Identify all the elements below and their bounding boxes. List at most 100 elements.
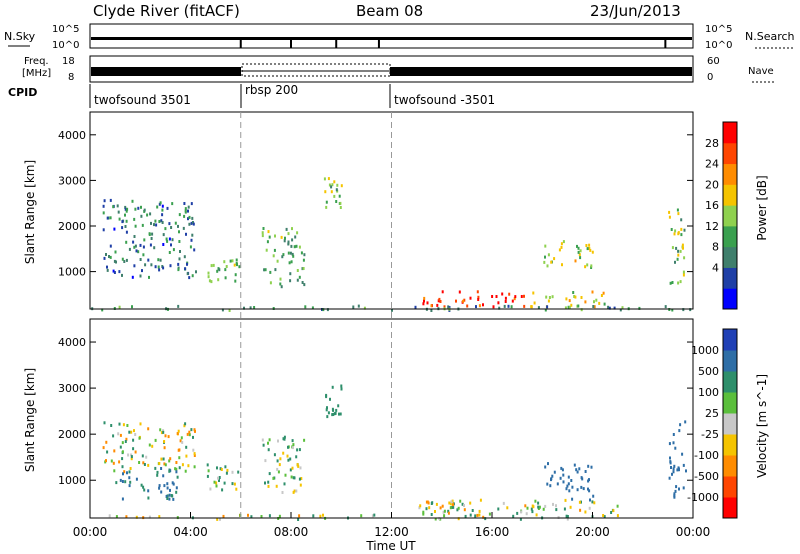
power-cell [477, 298, 480, 301]
velocity-cell [674, 446, 677, 450]
velocity-panel-frame [89, 318, 694, 519]
power-cell [148, 275, 150, 279]
velocity-cell [160, 467, 163, 470]
velocity-cell [110, 424, 113, 427]
power-cell [430, 309, 433, 312]
velocity-cell [451, 499, 454, 503]
power-colorbar-segment [723, 163, 737, 185]
power-cell [112, 205, 115, 209]
velocity-cell [422, 510, 425, 514]
power-cell [333, 180, 336, 184]
velocity-cell [151, 444, 154, 448]
velocity-cell [132, 438, 135, 442]
velocity-cell [291, 466, 294, 470]
velocity-cell [188, 430, 191, 434]
power-cell [576, 244, 578, 248]
velocity-cell [181, 440, 184, 444]
power-cell [669, 281, 672, 285]
power-cell [137, 206, 140, 210]
power-cell [572, 291, 575, 294]
velocity-cell [299, 483, 302, 487]
velocity-cell [187, 464, 190, 468]
power-cell [178, 257, 181, 261]
velocity-cell [134, 433, 137, 436]
power-cell [504, 296, 507, 300]
time-tick-label: 16:00 [475, 525, 510, 539]
power-cell [151, 232, 154, 236]
power-cell [476, 290, 479, 294]
power-colorbar-tick: 12 [705, 220, 719, 233]
power-cell [391, 308, 393, 312]
velocity-cell [588, 478, 590, 482]
cpid-boundary-lines [240, 112, 392, 518]
power-cell [238, 265, 241, 269]
power-cell [177, 224, 179, 228]
power-cell [475, 305, 477, 309]
power-cell [171, 238, 174, 242]
velocity-cell [177, 448, 180, 452]
power-cell [140, 214, 143, 218]
power-cell [118, 270, 121, 274]
power-cell [207, 271, 210, 275]
velocity-cell [668, 442, 671, 446]
power-cell [160, 219, 163, 223]
velocity-cell [325, 408, 328, 412]
power-cell [279, 282, 282, 286]
power-cell [498, 306, 501, 310]
power-cell [447, 305, 450, 309]
velocity-cell [669, 456, 671, 460]
velocity-cell [165, 495, 168, 498]
velocity-cell [672, 441, 675, 445]
velocity-cell [185, 445, 188, 449]
power-cell [178, 240, 181, 243]
time-tick-label: 08:00 [274, 525, 309, 539]
power-cell [153, 223, 155, 227]
velocity-cell [461, 502, 464, 506]
power-cell [125, 209, 128, 213]
power-cell [287, 251, 290, 255]
cpid-segment-3: twofsound -3501 [394, 93, 495, 107]
velocity-cell [591, 500, 594, 504]
velocity-colorbar-segment [723, 476, 737, 498]
power-cell [573, 295, 576, 298]
velocity-cell [326, 415, 329, 419]
power-cell [584, 300, 587, 304]
power-cell [261, 231, 264, 235]
power-cell [210, 280, 213, 284]
power-colorbar-segment [723, 267, 737, 289]
velocity-cell [672, 467, 675, 471]
velocity-cell [156, 470, 159, 474]
velocity-cell [160, 490, 163, 494]
power-cell [212, 263, 215, 267]
power-cell [121, 257, 124, 261]
power-cell [161, 213, 164, 217]
velocity-cell [276, 467, 279, 471]
power-cell [168, 251, 171, 254]
velocity-cell [556, 482, 559, 486]
power-cell [510, 305, 513, 309]
power-cell [504, 300, 507, 303]
power-colorbar-segment [723, 205, 737, 227]
velocity-cell [538, 505, 541, 509]
velocity-cell [115, 481, 118, 485]
power-cell [298, 245, 301, 249]
power-cell [590, 264, 593, 268]
velocity-cell [520, 510, 523, 514]
power-cell [134, 224, 137, 228]
power-cell [191, 233, 194, 237]
power-cell [125, 219, 128, 223]
power-cell [584, 265, 587, 269]
power-ytick-label: 2000 [58, 220, 86, 233]
power-cell [546, 264, 549, 268]
velocity-cell [179, 439, 182, 443]
velocity-cell [337, 404, 340, 408]
velocity-cell [291, 446, 294, 450]
power-cell [682, 273, 685, 277]
velocity-cell [162, 430, 165, 434]
velocity-cell [268, 438, 271, 442]
power-cell [588, 247, 591, 250]
power-cell [547, 299, 550, 303]
power-cell [165, 237, 168, 241]
velocity-cell [181, 463, 184, 467]
velocity-cell [128, 476, 131, 480]
